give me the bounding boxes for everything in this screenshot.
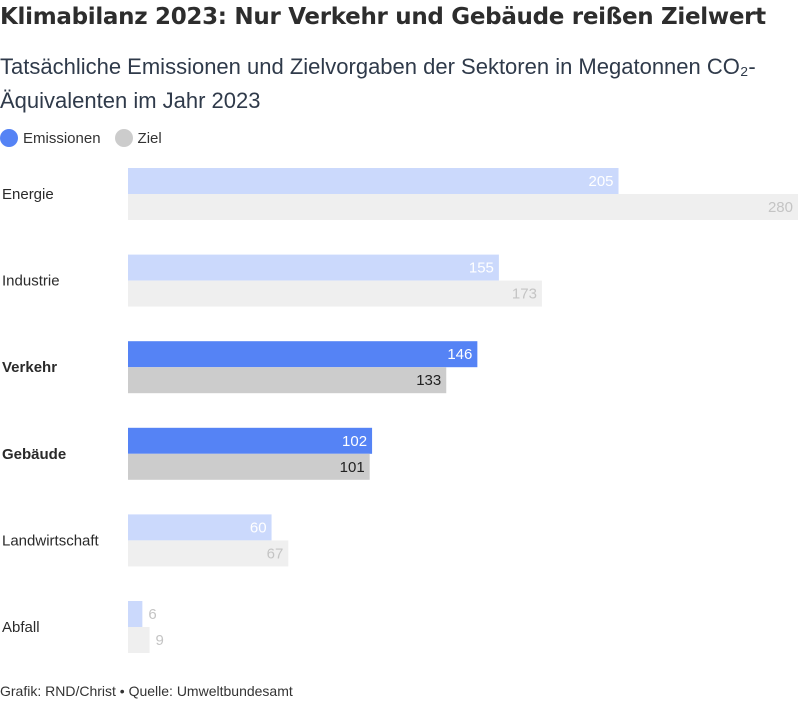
data-label-emissions: 205: [589, 173, 614, 190]
category-label: Abfall: [2, 619, 40, 636]
bar-emissions: [128, 427, 373, 454]
legend-label-emissions: Emissionen: [23, 129, 101, 147]
bar-target: [128, 540, 289, 567]
bar-target: [128, 194, 798, 220]
legend-item-emissions: Emissionen: [0, 129, 101, 147]
bar-emissions: [128, 514, 272, 541]
data-label-emissions: 146: [447, 346, 472, 363]
bar-target: [128, 453, 370, 480]
category-label: Industrie: [2, 273, 60, 290]
legend: Emissionen Ziel: [0, 129, 176, 147]
source-footer: Grafik: RND/Christ • Quelle: Umweltbunde…: [0, 683, 293, 699]
data-label-emissions: 6: [148, 606, 156, 623]
category-label: Landwirtschaft: [2, 532, 100, 549]
bar-emissions: [128, 601, 143, 627]
category-label: Energie: [2, 186, 54, 203]
category-label: Verkehr: [2, 359, 57, 376]
data-label-target: 101: [340, 459, 365, 476]
data-label-target: 280: [768, 199, 793, 216]
data-label-target: 9: [156, 632, 164, 649]
legend-dot-emissions: [0, 129, 18, 147]
category-label: Gebäude: [2, 446, 66, 463]
legend-item-target: Ziel: [114, 129, 162, 147]
data-label-emissions: 60: [250, 519, 267, 536]
data-label-target: 133: [416, 372, 441, 389]
bar-emissions: [128, 168, 619, 194]
chart-title: Klimabilanz 2023: Nur Verkehr und Gebäud…: [0, 4, 766, 30]
data-label-target: 67: [267, 545, 284, 562]
bar-target: [128, 280, 542, 307]
chart-subtitle: Tatsächliche Emissionen und Zielvorgaben…: [0, 54, 756, 113]
bar-emissions: [128, 341, 478, 368]
data-label-emissions: 102: [342, 433, 367, 450]
legend-dot-target: [114, 129, 133, 147]
legend-label-target: Ziel: [137, 129, 162, 147]
bar-target: [128, 367, 447, 394]
data-label-target: 173: [512, 286, 537, 303]
data-label-emissions: 155: [469, 260, 494, 277]
bar-emissions: [128, 254, 499, 281]
bar-target: [128, 627, 150, 653]
